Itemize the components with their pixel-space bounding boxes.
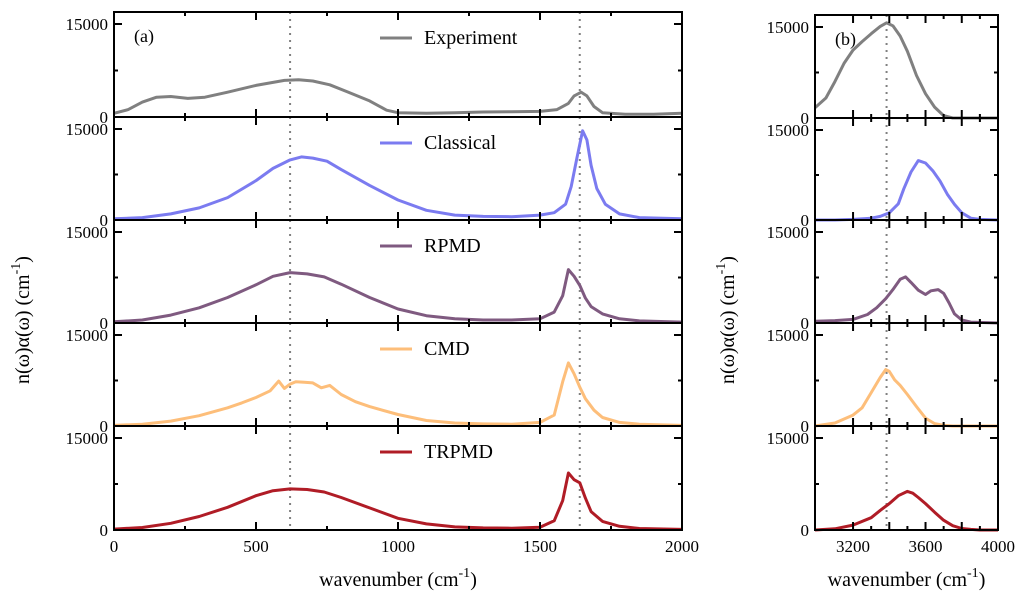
x-axis-title: wavenumber (cm-1) xyxy=(828,566,986,591)
axes-frame xyxy=(814,117,999,221)
subplot-trpmd: 0 15000 xyxy=(767,425,999,540)
x-tick-label: 1500 xyxy=(523,537,557,556)
series-line-classical xyxy=(113,129,683,221)
series-line-rpmd xyxy=(113,268,683,324)
y-tick-label: 0 xyxy=(100,521,109,540)
y-tick-label: 0 xyxy=(100,108,109,127)
y-tick-label: 15000 xyxy=(66,15,109,34)
panel-label: (b) xyxy=(835,29,856,50)
axes-frame xyxy=(113,322,683,427)
axes-frame xyxy=(814,425,999,531)
y-tick-label: 15000 xyxy=(66,120,109,139)
subplot-rpmd: 0 15000 xyxy=(767,219,999,333)
x-tick-label: 3600 xyxy=(909,537,943,556)
x-tick-label: 4000 xyxy=(981,537,1015,556)
y-tick-label: 15000 xyxy=(767,223,810,242)
y-tick-label: 0 xyxy=(100,417,109,436)
y-tick-label: 0 xyxy=(801,417,810,436)
subplot-classical: 0 15000 xyxy=(767,117,999,230)
series-line-classical xyxy=(815,159,999,222)
axes-frame xyxy=(113,425,683,531)
x-tick-label: 0 xyxy=(110,537,119,556)
series-line-trpmd xyxy=(113,471,683,531)
legend-label-trpmd: TRPMD xyxy=(424,441,493,463)
x-tick-label: 2000 xyxy=(665,537,699,556)
axes-frame xyxy=(113,11,683,118)
series-line-experiment xyxy=(113,78,683,116)
x-tick-label: 1000 xyxy=(381,537,415,556)
subplot-cmd: 0 15000 xyxy=(767,322,999,436)
series-line-rpmd xyxy=(814,275,999,325)
panel-label: (a) xyxy=(134,26,154,47)
y-tick-label: 15000 xyxy=(767,326,810,345)
y-axis-title: n(ω)α(ω) (cm-1) xyxy=(9,256,34,384)
x-axis-title-end: ) xyxy=(470,569,477,591)
panel-a: 015000Experiment015000Classical015000RPM… xyxy=(9,11,699,591)
y-tick-label: 15000 xyxy=(66,326,109,345)
subplot-experiment: 0 15000 Experiment xyxy=(66,11,683,127)
x-tick-label: 3200 xyxy=(836,537,870,556)
y-tick-label: 0 xyxy=(801,314,810,333)
x-tick-label: 500 xyxy=(243,537,269,556)
y-axis-title-sup: -1 xyxy=(9,263,24,275)
subplot-rpmd: 0 15000 RPMD xyxy=(66,219,683,333)
legend-label-cmd: CMD xyxy=(424,338,470,360)
x-axis-title-sup: -1 xyxy=(459,566,471,581)
y-tick-label: 15000 xyxy=(66,429,109,448)
subplot-experiment: 0 15000 xyxy=(767,14,999,128)
subplot-classical: 0 15000 Classical xyxy=(66,116,683,230)
series-line-cmd xyxy=(814,368,998,428)
y-tick-label: 15000 xyxy=(767,121,810,140)
y-axis-title-end: ) xyxy=(717,256,739,263)
axes-frame xyxy=(814,322,999,427)
axes-frame xyxy=(113,116,683,221)
legend-label-experiment: Experiment xyxy=(424,27,518,49)
legend-label-classical: Classical xyxy=(424,132,497,154)
y-tick-label: 0 xyxy=(801,211,810,230)
series-line-cmd xyxy=(113,361,683,427)
x-axis-title: wavenumber (cm-1) xyxy=(319,566,477,591)
legend-label-rpmd: RPMD xyxy=(424,235,481,257)
y-axis-title-sup: -1 xyxy=(714,263,729,275)
y-tick-label: 15000 xyxy=(767,429,810,448)
subplot-trpmd: 0 15000 TRPMD xyxy=(66,425,683,540)
y-axis-title: n(ω)α(ω) (cm-1) xyxy=(714,256,739,384)
series-line-trpmd xyxy=(814,489,998,532)
x-axis-title-end: ) xyxy=(979,569,986,591)
y-tick-label: 15000 xyxy=(767,18,810,37)
axes-frame xyxy=(814,219,999,324)
y-tick-label: 0 xyxy=(100,314,109,333)
y-tick-label: 15000 xyxy=(66,223,109,242)
y-tick-label: 0 xyxy=(100,211,109,230)
y-axis-title-end: ) xyxy=(12,256,34,263)
y-tick-label: 0 xyxy=(801,521,810,540)
x-axis-title-sup: -1 xyxy=(967,566,979,581)
subplot-cmd: 0 15000 CMD xyxy=(66,322,683,436)
y-tick-label: 0 xyxy=(801,109,810,128)
